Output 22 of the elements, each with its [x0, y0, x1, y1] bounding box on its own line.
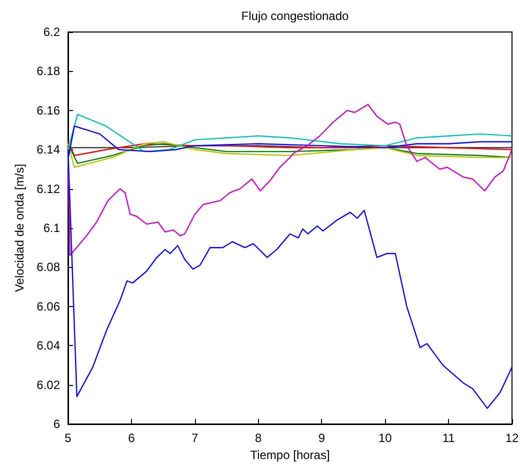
- y-tick-label: 6.06: [36, 299, 60, 314]
- x-tick-label: 5: [64, 431, 72, 445]
- y-tick-label: 6.04: [36, 338, 60, 353]
- x-tick-label: 7: [192, 431, 199, 445]
- y-tick-label: 6.18: [36, 64, 60, 78]
- y-tick-label: 6: [53, 417, 60, 431]
- y-axis-title: Velocidad de onda [m/s]: [12, 164, 27, 292]
- y-tick-label: 6.2: [43, 25, 60, 39]
- y-tick-label: 6.16: [36, 103, 60, 118]
- x-axis-title: Tiempo [horas]: [250, 448, 330, 462]
- y-tick-label: 6.1: [43, 221, 60, 235]
- y-tick-label: 6.12: [36, 182, 60, 196]
- chart-title: Flujo congestionado: [241, 9, 350, 23]
- y-tick-label: 6.08: [36, 260, 60, 274]
- x-tick-label: 11: [442, 431, 456, 445]
- x-tick-label: 12: [505, 431, 519, 445]
- x-tick-label: 8: [254, 431, 262, 445]
- y-tick-label: 6.02: [36, 378, 60, 392]
- x-tick-label: 9: [318, 431, 326, 445]
- x-tick-label: 10: [378, 431, 392, 445]
- y-tick-label: 6.14: [36, 142, 60, 157]
- x-tick-label: 6: [128, 431, 136, 445]
